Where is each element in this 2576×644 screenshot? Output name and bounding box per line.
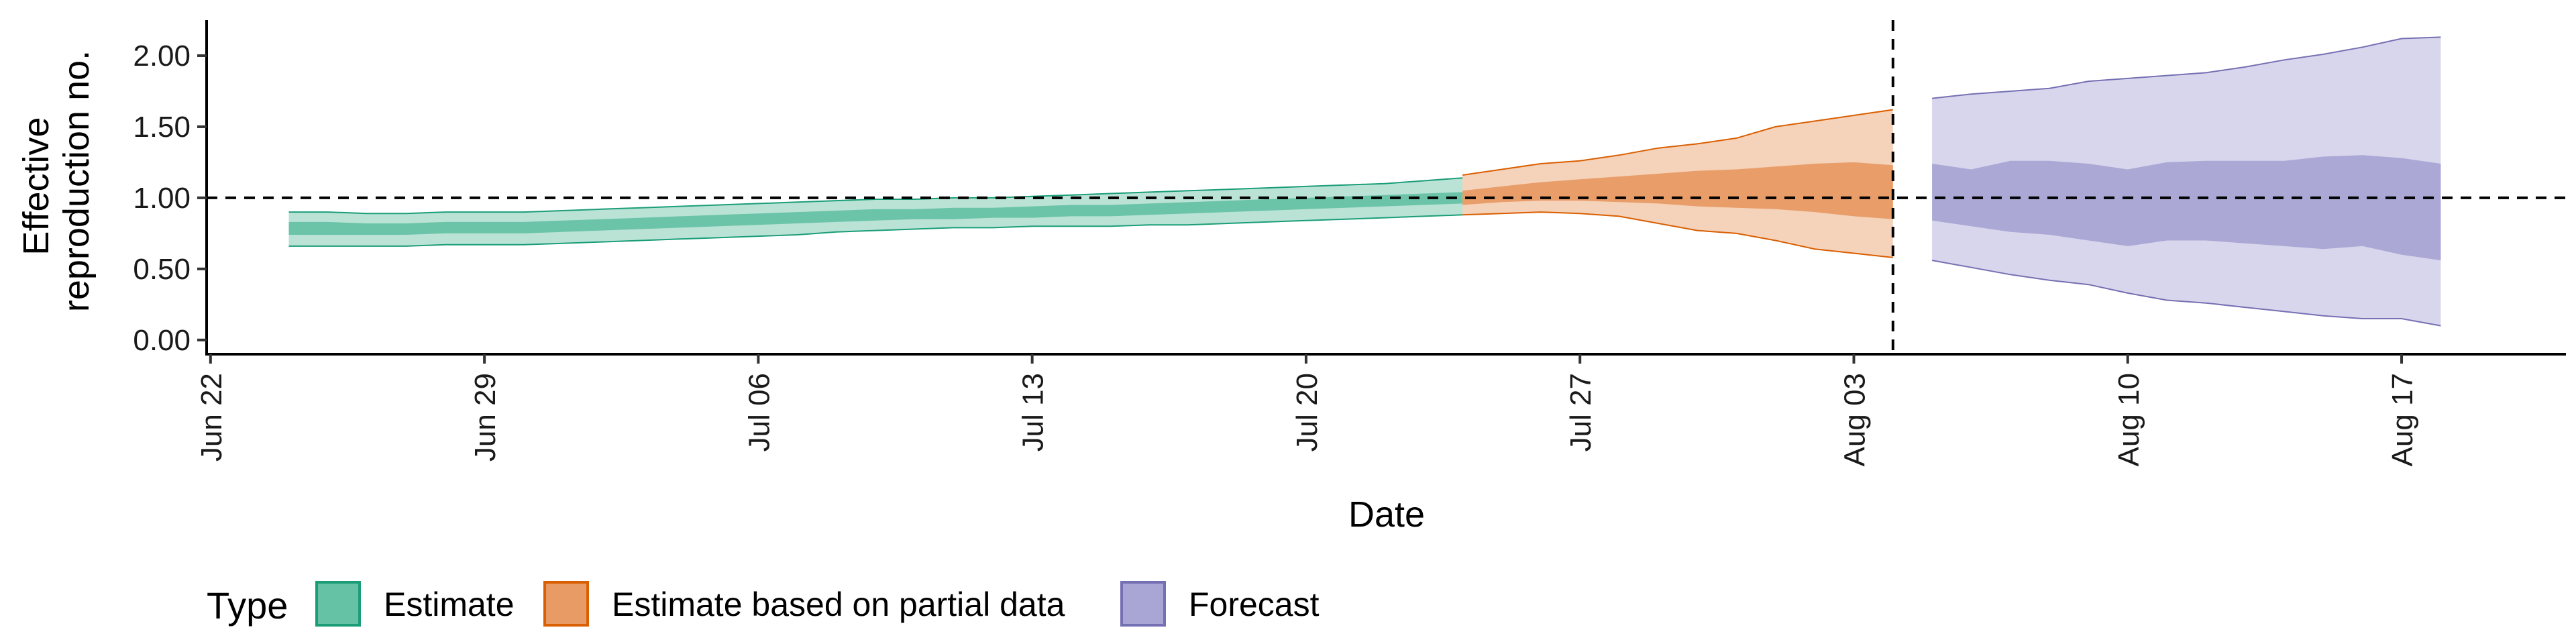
y-axis-title: Effective reproduction no. (16, 50, 97, 312)
estimate-based-on-partial-data-outer-upper-edge (1462, 109, 1893, 176)
estimate-outer-lower-edge (288, 214, 1463, 247)
x-tick-label: Aug 10 (2112, 373, 2145, 466)
axes (205, 20, 2566, 356)
estimate-based-on-partial-data-outer-lower-edge (1462, 211, 1893, 258)
y-tick-label: 0.00 (133, 324, 191, 357)
x-axis-title: Date (1348, 494, 1425, 535)
legend-key (315, 581, 361, 627)
x-tick-label: Jul 06 (743, 373, 775, 451)
x-tick-label: Jul 13 (1017, 373, 1050, 451)
x-tick-label: Jun 22 (195, 373, 228, 462)
y-ticks: 0.00 0.50 1.00 1.50 2.00 (133, 40, 207, 357)
y-tick-label: 1.00 (133, 182, 191, 215)
estimate-based-on-partial-data-inner-band (1462, 162, 1893, 219)
y-tick-label: 2.00 (133, 40, 191, 72)
legend-label: Forecast (1189, 586, 1320, 623)
legend-label: Estimate based on partial data (612, 586, 1065, 623)
legend-key (1120, 581, 1166, 627)
forecast-inner-band (1932, 155, 2441, 261)
y-axis-title-line-2: reproduction no. (56, 50, 97, 312)
x-tick-label: Jun 29 (469, 373, 502, 462)
bands-layer (288, 36, 2441, 327)
y-axis-title-line-1: Effective (16, 117, 56, 255)
estimate-outer-upper-edge (288, 177, 1463, 215)
forecast-outer-lower-edge (1931, 260, 2441, 327)
y-tick-label: 1.50 (133, 111, 191, 144)
x-tick-label: Jul 27 (1564, 373, 1597, 451)
x-tick-label: Jul 20 (1291, 373, 1324, 451)
x-ticks: Jun 22 Jun 29 Jul 06 Jul 13 Jul 20 Jul 27 Aug … (195, 354, 2419, 466)
x-tick-label: Aug 17 (2386, 373, 2419, 466)
legend-title: Type (207, 584, 288, 627)
legend-key (543, 581, 589, 627)
legend: Type Estimate Estimate based on partial d… (207, 581, 1320, 627)
estimate-inner-band (288, 192, 1463, 235)
legend-label: Estimate (384, 586, 515, 623)
y-tick-label: 0.50 (133, 253, 191, 286)
forecast-outer-upper-edge (1931, 36, 2441, 99)
x-tick-label: Aug 03 (1839, 373, 1872, 466)
